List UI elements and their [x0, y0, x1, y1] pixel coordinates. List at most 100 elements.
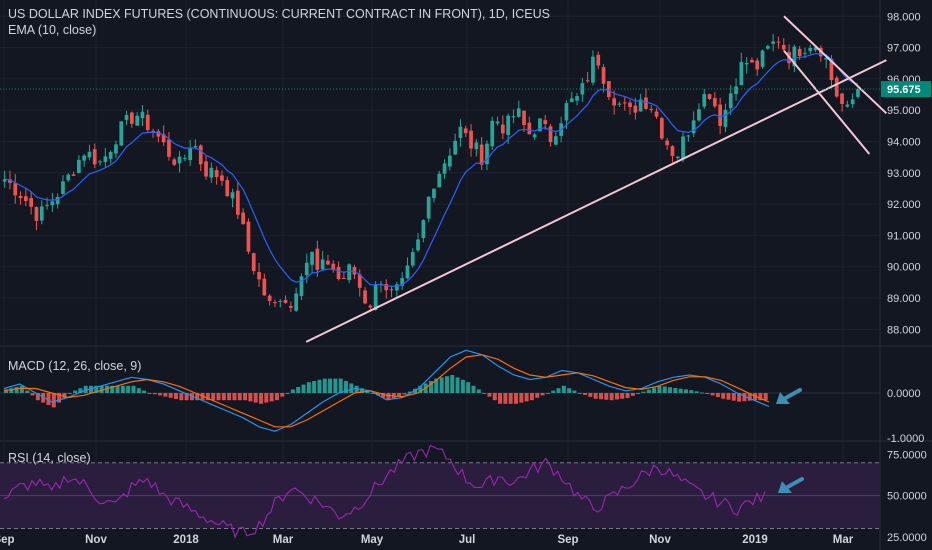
- macd-histogram-bar: [221, 393, 226, 401]
- macd-histogram-bar: [9, 388, 14, 393]
- annotation-arrow-icon: [776, 388, 802, 404]
- candle-body: [771, 41, 776, 44]
- candle-body: [267, 295, 272, 301]
- time-tick-label: Jul: [459, 534, 476, 546]
- candle-body: [389, 289, 394, 291]
- candle-body: [283, 299, 288, 303]
- candle-body: [485, 143, 489, 165]
- macd-histogram-bar: [561, 385, 566, 393]
- candle-body: [718, 104, 723, 126]
- macd-histogram-bar: [110, 385, 115, 393]
- macd-histogram-bar: [248, 393, 253, 402]
- candle-body: [755, 60, 760, 70]
- price-tick-label: 89.000: [887, 293, 921, 305]
- macd-histogram-bar: [407, 391, 412, 393]
- arrow-head: [778, 481, 792, 493]
- candle-body: [744, 62, 749, 65]
- candle-body: [193, 146, 198, 148]
- time-axis[interactable]: Sep Nov 2018 Mar May Jul Sep Nov 2019 Mar: [0, 534, 854, 546]
- time-tick-label: Sep: [0, 534, 15, 546]
- macd-histogram-bar: [216, 393, 221, 401]
- price-axis[interactable]: 98.00097.00096.00095.00094.00093.00092.0…: [881, 11, 931, 544]
- macd-histogram-bar: [211, 393, 216, 401]
- candle-body: [410, 252, 415, 266]
- candle-body: [728, 93, 733, 109]
- time-tick-label: Mar: [833, 534, 854, 546]
- candle-body: [198, 145, 203, 165]
- candle-body: [278, 300, 283, 302]
- candle-body: [644, 97, 648, 109]
- price-tick-label: 91.000: [887, 230, 921, 242]
- candle-body: [29, 197, 34, 207]
- candle-body: [575, 96, 579, 101]
- candle-body: [840, 93, 844, 104]
- candle-body: [368, 305, 373, 308]
- candle-body: [781, 44, 786, 50]
- macd-histogram-bar: [312, 381, 317, 393]
- macd-histogram-bar: [386, 393, 391, 401]
- macd-histogram-bar: [450, 375, 455, 393]
- macd-histogram-bar: [540, 393, 545, 396]
- macd-histogram-bar: [57, 393, 62, 403]
- macd-histogram-bar: [370, 393, 375, 394]
- candle-body: [304, 262, 309, 276]
- macd-histogram-bar: [514, 393, 518, 404]
- macd-histogram-bar: [444, 376, 449, 393]
- candle-body: [649, 109, 654, 111]
- candle-body: [776, 41, 781, 43]
- macd-label: MACD (12, 26, close, 9): [8, 359, 142, 373]
- candle-body: [167, 139, 171, 157]
- macd-histogram-bar: [455, 377, 460, 393]
- candle-body: [654, 111, 659, 117]
- candle-body: [516, 108, 521, 117]
- candle-body: [638, 99, 643, 112]
- macd-histogram-bar: [296, 387, 301, 393]
- macd-histogram-bar: [83, 385, 88, 393]
- macd-histogram-bar: [62, 393, 67, 398]
- time-tick-label: 2019: [742, 534, 768, 546]
- macd-histogram-bar: [471, 385, 476, 393]
- candle-body: [628, 102, 632, 108]
- macd-histogram-bar: [609, 393, 614, 401]
- candle-body: [257, 272, 261, 280]
- candle-body: [310, 251, 314, 265]
- candle-body: [140, 111, 145, 119]
- candle-body: [469, 130, 473, 149]
- macd-histogram-bar: [168, 393, 173, 398]
- candle-body: [23, 196, 28, 202]
- candle-body: [792, 46, 797, 67]
- candle-body: [850, 99, 855, 105]
- candle-body: [92, 149, 97, 165]
- macd-histogram-bar: [104, 385, 109, 393]
- rsi-tick-label: 50.0000: [887, 491, 927, 503]
- candle-body: [522, 110, 526, 126]
- candle-body: [251, 253, 256, 272]
- macd-histogram-bar: [694, 391, 699, 393]
- candle-body: [707, 94, 712, 99]
- macd-histogram-bar: [498, 393, 503, 404]
- candle-body: [124, 115, 129, 120]
- candle-body: [220, 175, 224, 181]
- candle-body: [633, 105, 638, 113]
- candle-body: [442, 163, 447, 174]
- time-tick-label: Sep: [557, 534, 578, 546]
- macd-histogram-bar: [338, 378, 343, 393]
- macd-histogram-bar: [482, 393, 487, 394]
- macd-histogram-bar: [158, 393, 163, 396]
- macd-histogram-bar: [529, 393, 534, 401]
- macd-histogram-bar: [699, 392, 704, 394]
- candle-body: [702, 94, 707, 107]
- candle-body: [495, 121, 500, 124]
- candle-body: [347, 264, 352, 281]
- candle-body: [845, 104, 850, 107]
- candle-body: [400, 278, 405, 286]
- macd-histogram-bar: [94, 385, 99, 393]
- macd-histogram-bar: [237, 393, 242, 401]
- macd-histogram-bar: [556, 388, 561, 393]
- macd-histogram-bar: [567, 388, 572, 393]
- trendline: [305, 59, 887, 343]
- indicator-lines: [3, 52, 859, 539]
- macd-histogram-bar: [25, 390, 30, 393]
- candle-body: [622, 102, 627, 104]
